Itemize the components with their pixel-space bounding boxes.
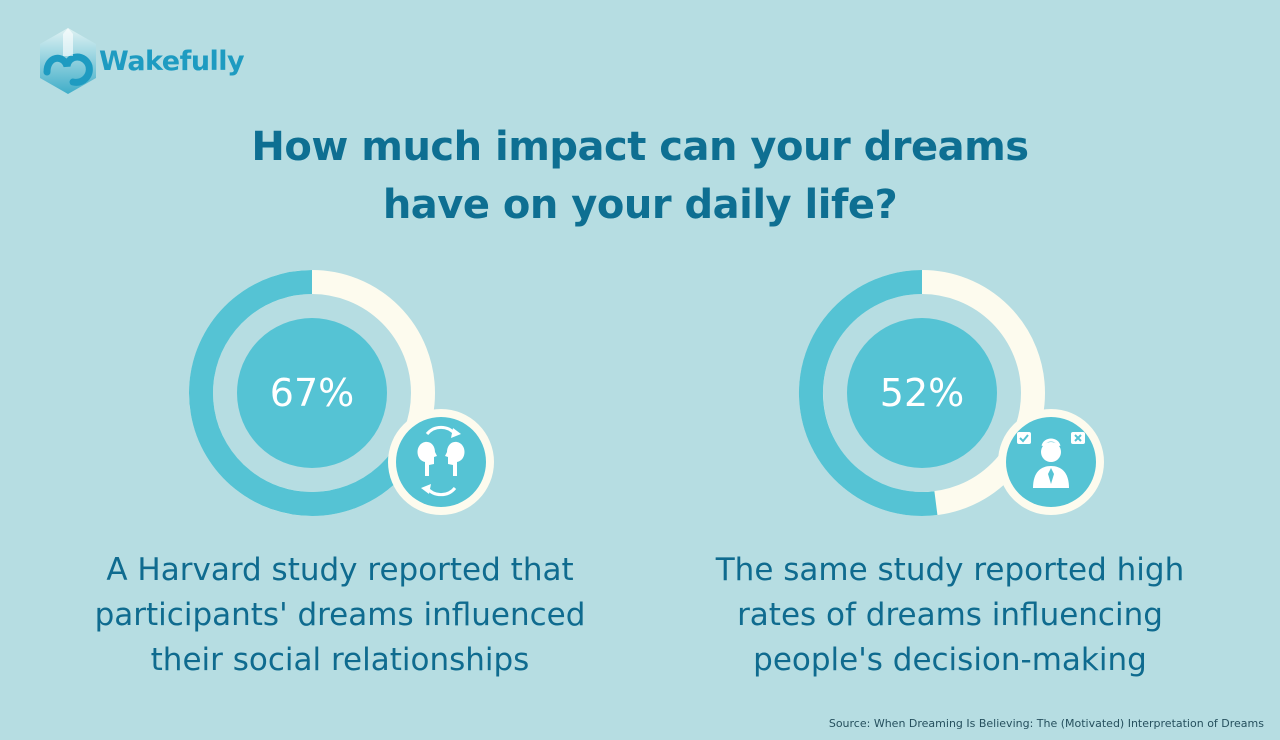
title-line-1: How much impact can your dreams (251, 124, 1029, 170)
donut-value-arc (189, 270, 420, 516)
donut-center (847, 318, 997, 468)
caption-line: A Harvard study reported that (106, 552, 574, 588)
caption-line: The same study reported high (715, 552, 1185, 588)
source-citation: Source: When Dreaming Is Believing: The … (828, 717, 1264, 730)
social-relationships-icon (388, 409, 494, 515)
stat-card-social: 67% (185, 266, 495, 526)
stat-caption-decision: The same study reported high rates of dr… (640, 548, 1260, 683)
donut-center (237, 318, 387, 468)
brand-logo: Wakefully (33, 26, 245, 96)
donut-chart-social (189, 270, 494, 516)
stat-percentage: 67% (269, 371, 355, 415)
stat-percentage: 52% (879, 371, 965, 415)
donut-value-arc (798, 270, 938, 516)
stat-caption-social: A Harvard study reported that participan… (30, 548, 650, 683)
wakefully-logo-icon (40, 28, 96, 94)
caption-line: participants' dreams influenced (94, 597, 586, 633)
caption-line: people's decision-making (753, 642, 1147, 678)
stat-card-decision: 52% (795, 266, 1105, 526)
donut-chart-decision (798, 270, 1104, 516)
page-title: How much impact can your dreams have on … (0, 118, 1280, 234)
brand-name: Wakefully (99, 45, 245, 77)
caption-line: rates of dreams influencing (737, 597, 1163, 633)
decision-making-icon (998, 409, 1104, 515)
title-line-2: have on your daily life? (382, 182, 898, 228)
caption-line: their social relationships (150, 642, 530, 678)
